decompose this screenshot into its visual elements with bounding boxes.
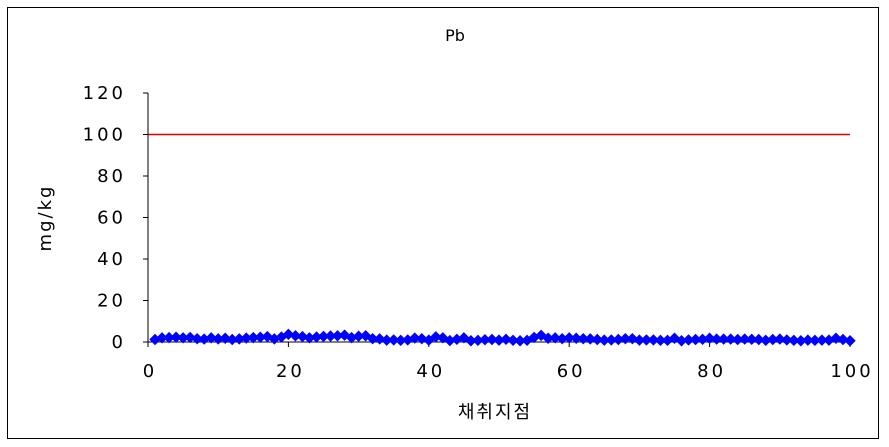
y-tick-label: 60 — [97, 208, 126, 229]
data-point-marker — [570, 332, 582, 344]
data-point-marker — [387, 334, 400, 346]
data-point-marker — [184, 331, 196, 344]
x-axis-title: 채취지점 — [458, 402, 532, 423]
data-point-marker — [430, 331, 442, 343]
x-tick-label: 0 — [143, 361, 157, 382]
x-tick-label: 100 — [830, 361, 873, 382]
data-point-marker — [219, 332, 231, 344]
y-tick-label: 120 — [83, 83, 126, 104]
chart-title: Pb — [445, 26, 465, 45]
y-axis-title: mg/kg — [35, 185, 56, 252]
data-point-marker — [584, 333, 596, 345]
x-tick-label: 80 — [697, 361, 726, 382]
y-tick-label: 40 — [97, 249, 126, 270]
data-point-marker — [591, 333, 603, 346]
x-axis-ticks: 0 20 40 60 80 100 — [143, 342, 873, 382]
data-point-marker — [507, 334, 519, 347]
y-tick-label: 20 — [97, 291, 126, 312]
data-point-marker — [647, 334, 660, 346]
x-tick-label: 60 — [557, 361, 586, 382]
data-point-marker — [563, 332, 575, 344]
data-point-marker — [788, 334, 800, 347]
data-point-marker — [753, 333, 765, 346]
y-tick-label: 0 — [112, 332, 126, 353]
data-point-marker — [296, 330, 309, 343]
data-point-marker — [373, 333, 386, 345]
data-point-marker — [724, 333, 737, 345]
data-point-marker — [781, 334, 793, 346]
data-point-marker — [774, 333, 786, 345]
series-pb — [149, 328, 856, 347]
data-point-marker — [486, 333, 498, 346]
data-point-marker — [830, 332, 842, 344]
x-tick-label: 40 — [416, 361, 445, 382]
data-point-marker — [191, 332, 203, 345]
x-tick-label: 20 — [276, 361, 305, 382]
data-point-marker — [500, 333, 512, 346]
y-axis-ticks: 0 20 40 60 80 100 120 — [83, 83, 148, 353]
data-point-marker — [703, 332, 716, 344]
data-point-marker — [549, 332, 561, 344]
chart-frame — [7, 7, 879, 439]
data-point-marker — [837, 333, 849, 346]
data-point-marker — [844, 335, 856, 347]
y-tick-label: 80 — [97, 166, 126, 187]
data-point-marker — [170, 331, 182, 343]
data-point-marker — [205, 332, 217, 344]
y-tick-label: 100 — [83, 125, 126, 146]
data-point-marker — [289, 330, 302, 342]
data-point-marker — [409, 332, 421, 344]
